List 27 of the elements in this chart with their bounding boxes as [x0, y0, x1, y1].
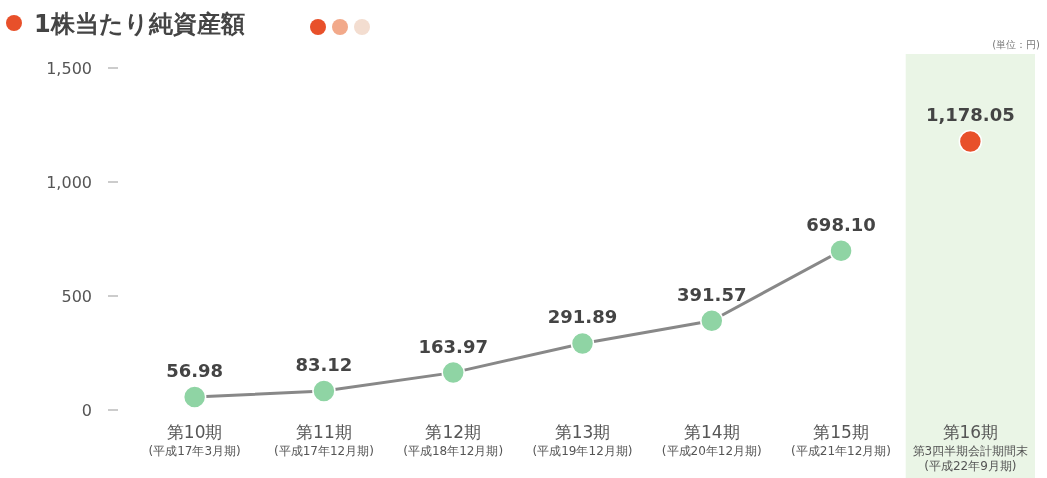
point	[700, 308, 724, 333]
x-tick-label: 第10期(平成17年3月期)	[148, 422, 241, 458]
point	[570, 331, 595, 356]
point	[312, 379, 336, 403]
x-tick-label: 第15期(平成21年12月期)	[791, 422, 892, 458]
x-tick-label: 第13期(平成19年12月期)	[532, 422, 633, 458]
data-label: 291.89	[547, 306, 618, 328]
chart-title: 1株当たり純資産額	[34, 10, 245, 38]
y-tick-label: 1,500	[46, 59, 92, 78]
text: (単位：円)	[992, 39, 1041, 50]
y-tick-label: 500	[61, 287, 92, 306]
data-label: 391.57	[677, 283, 747, 305]
y-tick-label: 0	[81, 401, 92, 420]
x-tick-label: 第16期第3四半期会計期間末(平成22年9月期)	[912, 422, 1029, 473]
y-tick-label: 1,000	[46, 173, 92, 192]
data-label: 698.10	[806, 213, 876, 235]
x-tick-label: 第11期(平成17年12月期)	[273, 422, 374, 458]
data-label: 56.98	[166, 360, 224, 382]
point	[958, 129, 983, 154]
data-label: 1,178.05	[925, 104, 1015, 126]
x-tick-label: 第14期(平成20年12月期)	[661, 422, 762, 458]
data-label: 163.97	[418, 335, 488, 357]
point	[829, 239, 853, 263]
data-label: 83.12	[295, 354, 353, 376]
point	[182, 385, 207, 409]
x-tick-label: 第12期(平成18年12月期)	[403, 422, 504, 458]
point	[441, 360, 465, 385]
